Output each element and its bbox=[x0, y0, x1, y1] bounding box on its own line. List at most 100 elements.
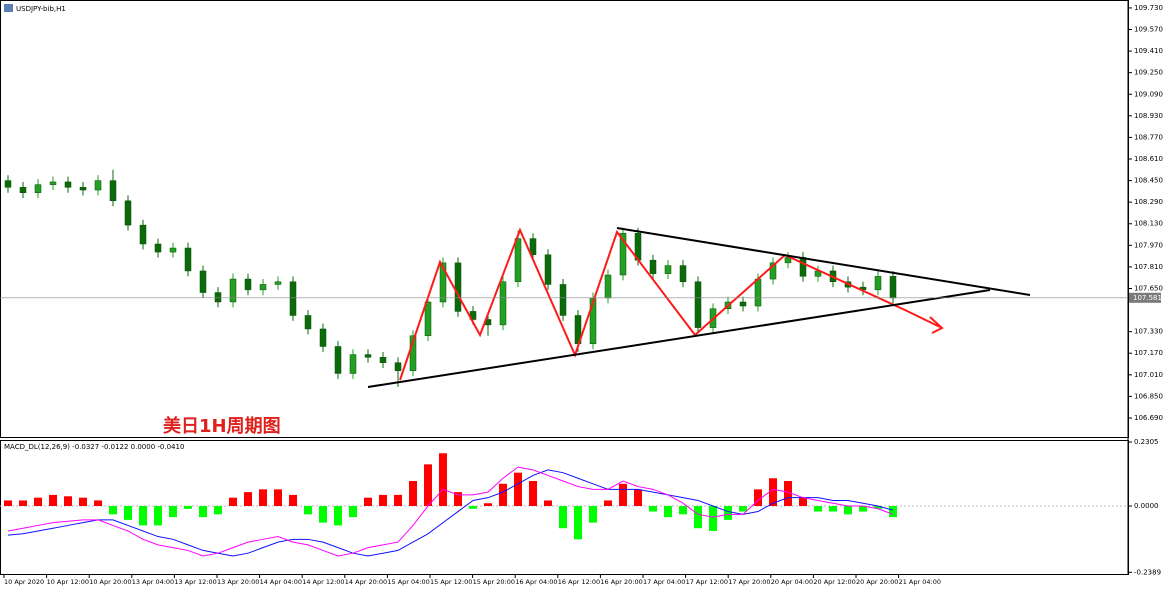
histogram-bar bbox=[364, 497, 372, 507]
y-tick-label: 108.610 bbox=[1134, 155, 1163, 163]
histogram-bar bbox=[499, 483, 507, 507]
zigzag bbox=[399, 227, 941, 381]
symbol-icon bbox=[4, 4, 13, 12]
histogram-bar bbox=[439, 453, 447, 507]
histogram-bar bbox=[679, 506, 687, 515]
x-tick-label: 17 Apr 04:00 bbox=[643, 578, 685, 586]
histogram-bar bbox=[244, 492, 252, 507]
y-tick-label: 108.930 bbox=[1134, 112, 1163, 120]
histogram-bar bbox=[889, 506, 897, 518]
candle-body bbox=[19, 187, 27, 193]
histogram-bar bbox=[304, 506, 312, 515]
candle-body bbox=[259, 284, 267, 291]
candle-body bbox=[169, 247, 177, 253]
histogram-bar bbox=[469, 506, 477, 509]
histogram-bar bbox=[559, 506, 567, 529]
histogram-bar bbox=[319, 506, 327, 523]
y-tick-label: 109.410 bbox=[1134, 47, 1163, 55]
histogram-bar bbox=[169, 506, 177, 518]
histogram-bar bbox=[874, 506, 882, 509]
x-tick-label: 21 Apr 04:00 bbox=[899, 578, 941, 586]
candle-body bbox=[754, 278, 762, 307]
histogram-bar bbox=[454, 492, 462, 507]
y-tick-label: 109.090 bbox=[1134, 90, 1163, 98]
y-tick-label: 109.250 bbox=[1134, 69, 1163, 77]
candle-body bbox=[604, 274, 612, 299]
x-tick-label: 14 Apr 20:00 bbox=[345, 578, 387, 586]
upper-trendline bbox=[616, 227, 1031, 296]
histogram-bar bbox=[4, 500, 12, 507]
histogram-bar bbox=[94, 500, 102, 507]
candle-body bbox=[439, 262, 447, 303]
y-tick-label: 107.810 bbox=[1134, 263, 1163, 271]
annotation: 美日1H周期图 bbox=[163, 415, 281, 437]
signal-line bbox=[7, 469, 894, 557]
y-tick-label: 109.730 bbox=[1134, 4, 1163, 12]
candle-body bbox=[4, 180, 12, 188]
histogram-bar bbox=[19, 500, 27, 507]
x-tick-label: 15 Apr 12:00 bbox=[430, 578, 472, 586]
y-tick-label: -0.2389 bbox=[1134, 568, 1161, 576]
y-tick-label: 0.2305 bbox=[1134, 438, 1159, 446]
histogram-bar bbox=[544, 500, 552, 507]
candle-body bbox=[199, 270, 207, 293]
current-price-label: 107.581 bbox=[1133, 294, 1162, 302]
candle-body bbox=[889, 276, 897, 299]
x-tick-label: 16 Apr 12:00 bbox=[558, 578, 600, 586]
histogram-bar bbox=[664, 506, 672, 518]
candle-body bbox=[289, 281, 297, 316]
macd-title: MACD_DL(12,26,9) -0.0327 -0.0122 0.0000 … bbox=[4, 443, 184, 451]
window-title: USDJPY-bib,H1 bbox=[16, 5, 66, 13]
x-tick-label: 15 Apr 04:00 bbox=[387, 578, 429, 586]
histogram-bar bbox=[79, 497, 87, 507]
y-tick-label: 106.690 bbox=[1134, 414, 1163, 422]
histogram-bar bbox=[229, 497, 237, 507]
candle-body bbox=[799, 257, 807, 277]
histogram-bar bbox=[154, 506, 162, 526]
y-tick-label: 107.170 bbox=[1134, 349, 1163, 357]
candle-body bbox=[214, 292, 222, 303]
candle-body bbox=[109, 180, 117, 202]
candle-body bbox=[244, 278, 252, 291]
candle-body bbox=[739, 301, 747, 307]
drawings bbox=[367, 227, 1031, 388]
histogram-bar bbox=[529, 481, 537, 507]
x-tick-label: 10 Apr 12:00 bbox=[47, 578, 89, 586]
y-tick-label: 109.570 bbox=[1134, 26, 1163, 34]
histogram-bar bbox=[754, 489, 762, 507]
x-tick-label: 20 Apr 04:00 bbox=[771, 578, 813, 586]
y-tick-label: 0.0000 bbox=[1134, 502, 1159, 510]
histogram-bar bbox=[844, 506, 852, 515]
histogram-bar bbox=[619, 483, 627, 507]
candle-body bbox=[454, 262, 462, 312]
histogram-bar bbox=[139, 506, 147, 526]
candle-body bbox=[379, 357, 387, 363]
histogram-bar bbox=[829, 506, 837, 512]
histogram-bar bbox=[739, 506, 747, 512]
x-tick-label: 14 Apr 04:00 bbox=[260, 578, 302, 586]
candle-body bbox=[649, 259, 657, 274]
candle-body bbox=[79, 187, 87, 191]
x-tick-label: 15 Apr 20:00 bbox=[473, 578, 515, 586]
candle-body bbox=[34, 184, 42, 193]
histogram-bar bbox=[724, 506, 732, 520]
candle-body bbox=[229, 278, 237, 303]
histogram-bar bbox=[709, 506, 717, 531]
x-tick-label: 17 Apr 20:00 bbox=[728, 578, 770, 586]
y-tick-label: 107.330 bbox=[1134, 328, 1163, 336]
x-tick-label: 14 Apr 12:00 bbox=[302, 578, 344, 586]
candle-body bbox=[49, 181, 57, 185]
histogram-bar bbox=[424, 464, 432, 507]
candle-body bbox=[559, 284, 567, 316]
y-tick-label: 107.970 bbox=[1134, 241, 1163, 249]
histogram-bar bbox=[274, 489, 282, 507]
histogram-bar bbox=[64, 496, 72, 507]
x-tick-label: 13 Apr 04:00 bbox=[132, 578, 174, 586]
histogram-bar bbox=[334, 506, 342, 526]
candle-body bbox=[274, 281, 282, 285]
histogram-bar bbox=[574, 506, 582, 540]
histogram-bar bbox=[289, 494, 297, 507]
y-tick-label: 107.650 bbox=[1134, 284, 1163, 292]
candle-body bbox=[364, 354, 372, 358]
x-tick-label: 13 Apr 12:00 bbox=[174, 578, 216, 586]
